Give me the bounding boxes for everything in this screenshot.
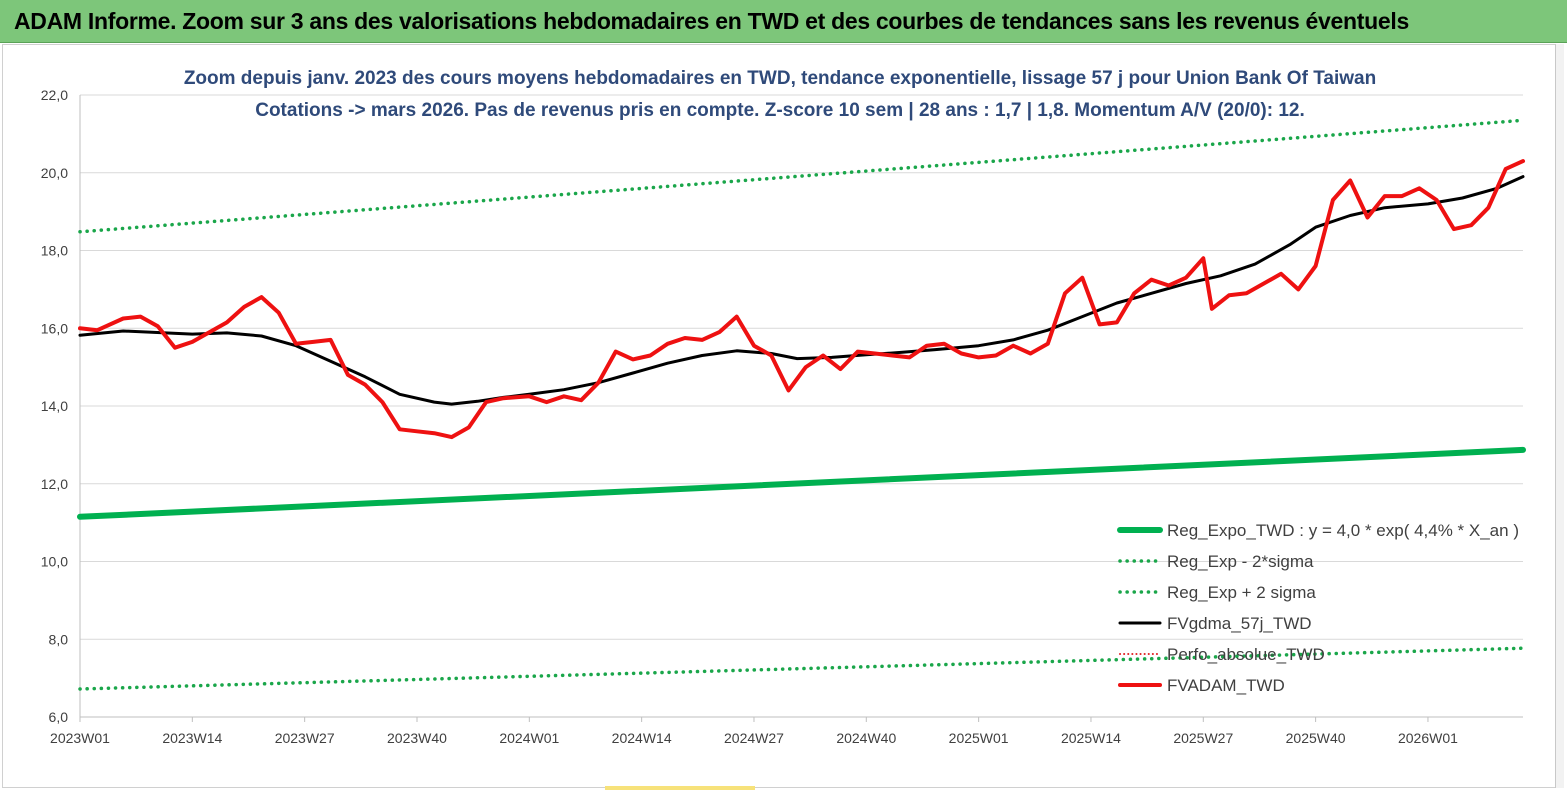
y-tick-label: 18,0 [41, 243, 68, 259]
y-axis: 6,0 8,0 10,0 12,0 14,0 16,0 18,0 20,0 22,0 [41, 87, 68, 725]
series-line-1 [78, 646, 1525, 691]
x-tick-label: 2024W40 [836, 730, 896, 746]
x-tick-label: 2025W14 [1061, 730, 1121, 746]
x-axis: 2023W01 2023W14 2023W27 2023W40 2024W01 2024W… [50, 717, 1458, 746]
header-banner: ADAM Informe. Zoom sur 3 ans des valoris… [0, 0, 1567, 43]
y-tick-label: 22,0 [41, 87, 68, 103]
chart-subtitle: Cotations -> mars 2026. Pas de revenus p… [255, 100, 1305, 121]
y-tick-label: 16,0 [41, 320, 68, 336]
legend-label: FVgdma_57j_TWD [1167, 614, 1312, 633]
x-tick-label: 2023W01 [50, 730, 110, 746]
legend-label: Reg_Expo_TWD : y = 4,0 * exp( 4,4% * X_a… [1167, 521, 1519, 540]
x-tick-label: 2023W27 [275, 730, 335, 746]
y-tick-label: 6,0 [49, 709, 69, 725]
legend-label: Reg_Exp - 2*sigma [1167, 552, 1314, 571]
x-tick-label: 2024W27 [724, 730, 784, 746]
x-tick-label: 2024W01 [499, 730, 559, 746]
series-layer [77, 118, 1526, 691]
chart-title: Zoom depuis janv. 2023 des cours moyens … [184, 68, 1376, 89]
y-tick-label: 10,0 [41, 554, 68, 570]
x-tick-label: 2024W14 [612, 730, 672, 746]
page-title: ADAM Informe. Zoom sur 3 ans des valoris… [14, 8, 1409, 34]
legend-label: Perfo_absolue_TWD [1167, 645, 1325, 664]
selection-marker [605, 786, 755, 790]
x-tick-label: 2025W01 [949, 730, 1009, 746]
x-tick-label: 2023W40 [387, 730, 447, 746]
grid [79, 94, 1523, 718]
series-line-3 [78, 175, 1525, 406]
y-tick-label: 20,0 [41, 165, 68, 181]
y-tick-label: 8,0 [49, 631, 69, 647]
legend: Reg_Expo_TWD : y = 4,0 * exp( 4,4% * X_a… [1117, 521, 1519, 695]
y-tick-label: 14,0 [41, 398, 68, 414]
x-tick-label: 2025W40 [1286, 730, 1346, 746]
legend-label: Reg_Exp + 2 sigma [1167, 583, 1316, 602]
x-tick-label: 2023W14 [162, 730, 222, 746]
series-line-0 [77, 446, 1526, 520]
x-tick-label: 2025W27 [1173, 730, 1233, 746]
series-line-5 [78, 159, 1525, 440]
series-line-2 [78, 118, 1525, 234]
frame-edge [1555, 44, 1564, 788]
legend-label: FVADAM_TWD [1167, 676, 1285, 695]
x-tick-label: 2026W01 [1398, 730, 1458, 746]
y-tick-label: 12,0 [41, 476, 68, 492]
